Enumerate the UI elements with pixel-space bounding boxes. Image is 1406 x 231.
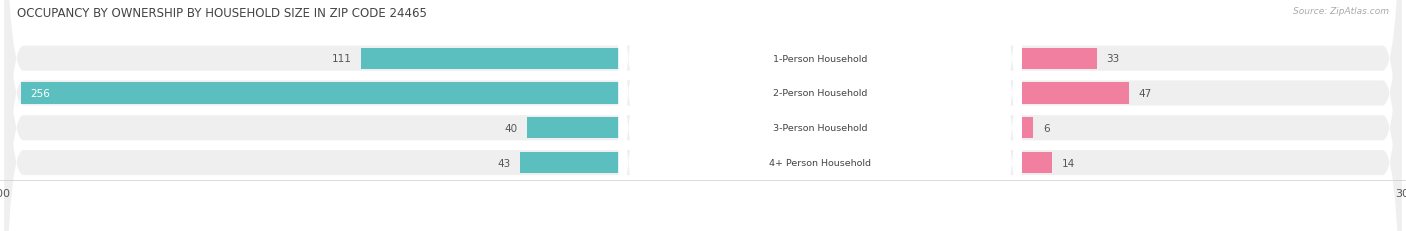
- FancyBboxPatch shape: [619, 0, 1022, 231]
- Text: 256: 256: [31, 88, 51, 99]
- FancyBboxPatch shape: [619, 0, 1022, 231]
- Text: 14: 14: [1062, 158, 1074, 168]
- Text: Source: ZipAtlas.com: Source: ZipAtlas.com: [1294, 7, 1389, 16]
- FancyBboxPatch shape: [4, 0, 1402, 231]
- Bar: [361, 48, 621, 70]
- Text: 47: 47: [1139, 88, 1152, 99]
- Bar: [1019, 152, 1052, 173]
- Bar: [21, 83, 621, 104]
- Bar: [1019, 48, 1097, 70]
- FancyBboxPatch shape: [4, 0, 1402, 231]
- Text: 2-Person Household: 2-Person Household: [773, 89, 868, 98]
- Text: 111: 111: [332, 54, 352, 64]
- Bar: [520, 152, 621, 173]
- FancyBboxPatch shape: [4, 0, 1402, 231]
- Text: 6: 6: [1043, 123, 1049, 133]
- Text: OCCUPANCY BY OWNERSHIP BY HOUSEHOLD SIZE IN ZIP CODE 24465: OCCUPANCY BY OWNERSHIP BY HOUSEHOLD SIZE…: [17, 7, 427, 20]
- FancyBboxPatch shape: [619, 0, 1022, 231]
- FancyBboxPatch shape: [4, 0, 1402, 231]
- Bar: [1019, 118, 1033, 139]
- Text: 3-Person Household: 3-Person Household: [773, 124, 868, 133]
- Text: 33: 33: [1107, 54, 1119, 64]
- FancyBboxPatch shape: [619, 0, 1022, 231]
- Bar: [527, 118, 621, 139]
- Bar: [1019, 83, 1129, 104]
- Text: 1-Person Household: 1-Person Household: [773, 55, 868, 63]
- Text: 43: 43: [498, 158, 510, 168]
- Text: 40: 40: [505, 123, 517, 133]
- Text: 4+ Person Household: 4+ Person Household: [769, 158, 872, 167]
